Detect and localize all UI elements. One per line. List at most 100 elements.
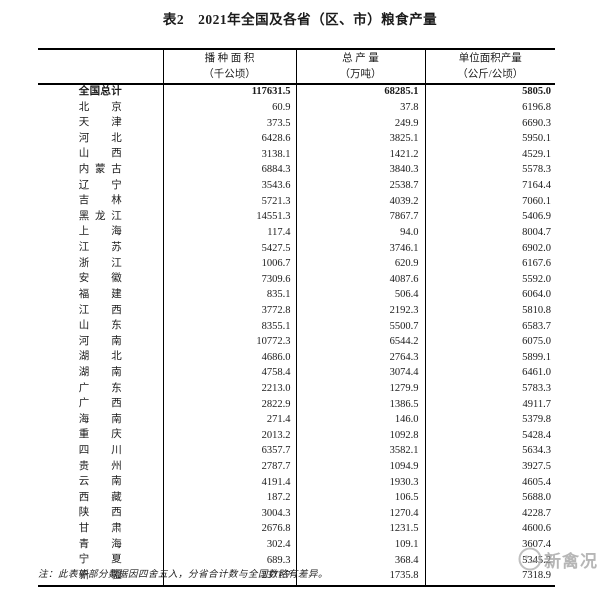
table-row: 浙江 1006.7 620.9 6167.6: [38, 256, 555, 273]
region-cell: 甘肃: [38, 522, 164, 538]
header-sown-area-line2: （千公顷）: [203, 68, 256, 80]
region-name: 山东: [78, 320, 122, 332]
output-cell: 2192.3: [296, 303, 426, 320]
sown-area-cell: 3772.8: [163, 303, 297, 320]
output-cell: 6544.2: [296, 334, 426, 351]
yield-cell: 8004.7: [522, 226, 551, 238]
header-row: 播 种 面 积 （千公顷） 总 产 量 （万吨） 单位面积产量 （公斤/公顷）: [38, 49, 555, 85]
output-cell: 3746.1: [296, 241, 426, 257]
region-cell: 全国总计: [38, 84, 164, 101]
region-cell: 重庆: [38, 428, 164, 445]
region-cell: 浙江: [38, 256, 164, 273]
output-cell: 620.9: [296, 256, 426, 273]
region-cell: 贵州: [38, 459, 164, 476]
sown-area-cell: 2213.0: [163, 381, 297, 398]
output-cell: 106.5: [296, 490, 426, 507]
yield-cell: 4529.1: [522, 148, 551, 160]
region-cell: 山东: [38, 319, 164, 335]
yield-cell: 6196.8: [522, 102, 551, 114]
table-row: 广东 2213.0 1279.9 5783.3: [38, 381, 555, 398]
output-cell: 94.0: [296, 225, 426, 242]
region-cell: 河南: [38, 334, 164, 351]
output-cell: 1930.3: [296, 475, 426, 491]
yield-cell: 4228.7: [522, 507, 551, 519]
region-cell: 广西: [38, 397, 164, 413]
output-cell: 3840.3: [296, 163, 426, 179]
output-cell: 249.9: [296, 116, 426, 132]
table-row: 陕西 3004.3 1270.4 4228.7: [38, 506, 555, 523]
yield-cell: 6902.0: [522, 242, 551, 254]
region-name: 湖南: [78, 366, 122, 378]
region-name: 江西: [78, 304, 122, 316]
region-name: 贵州: [78, 460, 122, 472]
sown-area-cell: 14551.3: [163, 209, 297, 226]
output-cell: 1231.5: [296, 522, 426, 538]
region-name: 天津: [78, 117, 122, 129]
region-name: 浙江: [78, 257, 122, 269]
yield-cell: 5406.9: [522, 211, 551, 223]
sown-area-cell: 10772.3: [163, 334, 297, 351]
yield-cell: 6075.0: [522, 336, 551, 348]
yield-cell: 3607.4: [522, 539, 551, 551]
table-row: 四川 6357.7 3582.1 5634.3: [38, 444, 555, 460]
header-unit-yield-line1: 单位面积产量: [458, 53, 522, 65]
yield-cell: 4605.4: [522, 476, 551, 488]
region-cell: 陕西: [38, 506, 164, 523]
region-name: 新疆: [78, 569, 122, 581]
sown-area-cell: 6357.7: [163, 444, 297, 460]
table-row: 河北 6428.6 3825.1 5950.1: [38, 131, 555, 148]
output-cell: 1386.5: [296, 397, 426, 413]
output-cell: 109.1: [296, 537, 426, 554]
output-cell: 2538.7: [296, 178, 426, 195]
region-cell: 宁夏: [38, 553, 164, 569]
yield-cell: 5810.8: [522, 304, 551, 316]
region-cell: 上海: [38, 225, 164, 242]
table-row: 全国总计 117631.5 68285.1 5805.0: [38, 84, 555, 101]
region-cell: 福建: [38, 287, 164, 304]
table-row: 广西 2822.9 1386.5 4911.7: [38, 397, 555, 413]
grain-production-table: 播 种 面 积 （千公顷） 总 产 量 （万吨） 单位面积产量 （公斤/公顷） …: [38, 48, 555, 587]
yield-cell: 5634.3: [522, 445, 551, 457]
table-body: 全国总计 117631.5 68285.1 5805.0 北京 60.9 37.…: [38, 84, 555, 586]
table-row: 青海 302.4 109.1 3607.4: [38, 537, 555, 554]
output-cell: 4039.2: [296, 194, 426, 210]
region-name: 北京: [78, 101, 122, 113]
region-name: 陕西: [78, 507, 122, 519]
sown-area-cell: 689.3: [163, 553, 297, 569]
sown-area-cell: 6884.3: [163, 163, 297, 179]
region-cell: 天津: [38, 116, 164, 132]
output-cell: 368.4: [296, 553, 426, 569]
region-cell: 辽宁: [38, 178, 164, 195]
region-cell: 西藏: [38, 490, 164, 507]
region-cell: 海南: [38, 412, 164, 429]
footnote: 注：此表中部分数据因四舍五入，分省合计数与全国数略有差异。: [38, 570, 329, 580]
table-row: 甘肃 2676.8 1231.5 4600.6: [38, 522, 555, 538]
sown-area-cell: 117.4: [163, 225, 297, 242]
region-name: 内蒙古: [78, 164, 122, 176]
region-name: 云南: [78, 476, 122, 488]
region-cell: 广东: [38, 381, 164, 398]
table-row: 天津 373.5 249.9 6690.3: [38, 116, 555, 132]
yield-cell: 6461.0: [522, 367, 551, 379]
sown-area-cell: 4686.0: [163, 350, 297, 366]
yield-cell: 6583.7: [522, 320, 551, 332]
region-cell: 北京: [38, 100, 164, 117]
region-cell: 湖北: [38, 350, 164, 366]
region-name: 青海: [78, 538, 122, 550]
table-row: 江西 3772.8 2192.3 5810.8: [38, 303, 555, 320]
sown-area-cell: 2676.8: [163, 522, 297, 538]
region-cell: 云南: [38, 475, 164, 491]
yield-cell: 7164.4: [522, 180, 551, 192]
sown-area-cell: 3004.3: [163, 506, 297, 523]
page-title: 表2 2021年全国及各省（区、市）粮食产量: [162, 12, 438, 27]
region-name: 宁夏: [78, 554, 122, 566]
yield-cell: 5688.0: [522, 492, 551, 504]
yield-cell: 6167.6: [522, 258, 551, 270]
yield-cell: 5428.4: [522, 429, 551, 441]
region-name: 湖北: [78, 351, 122, 363]
region-name: 河北: [78, 132, 122, 144]
header-total-output-line1: 总 产 量: [342, 53, 379, 65]
region-name: 海南: [78, 413, 122, 425]
output-cell: 68285.1: [296, 84, 426, 101]
